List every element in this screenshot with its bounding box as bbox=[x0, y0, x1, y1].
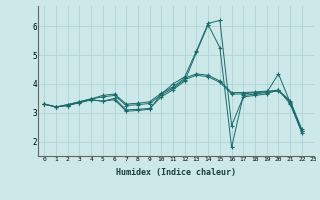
X-axis label: Humidex (Indice chaleur): Humidex (Indice chaleur) bbox=[116, 168, 236, 177]
